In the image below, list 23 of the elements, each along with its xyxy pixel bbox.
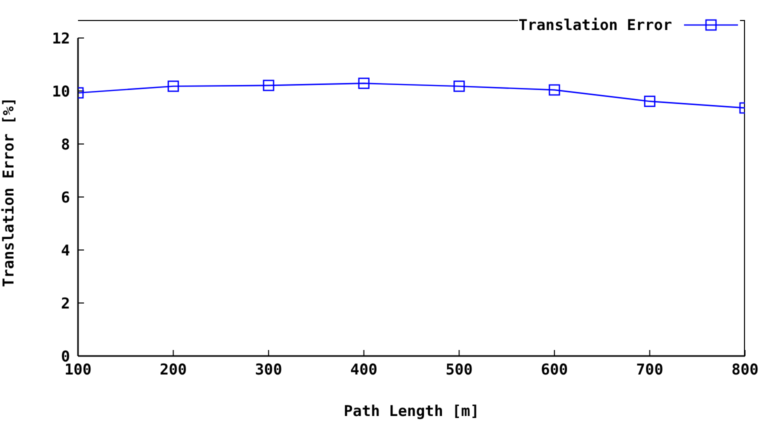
point <box>262 80 274 92</box>
y-tick-label: 8 <box>60 135 70 154</box>
x-axis-title: Path Length [m] <box>344 402 480 420</box>
x-tick-label: 100 <box>64 360 92 379</box>
y-tick-label: 4 <box>60 241 70 260</box>
point <box>548 84 560 96</box>
point <box>453 80 465 92</box>
y-axis-title: Translation Error [%] <box>0 97 18 287</box>
y-tick-label: 10 <box>52 82 70 100</box>
x-tick-label: 400 <box>350 360 378 379</box>
y-tick-label: 6 <box>60 188 70 206</box>
y-tick-label: 2 <box>60 294 70 312</box>
x-tick-label: 500 <box>446 360 473 379</box>
point <box>168 80 179 92</box>
x-tick-label: 200 <box>160 360 187 379</box>
y-tick-label: 12 <box>52 29 70 48</box>
point <box>358 78 370 89</box>
x-tick-label: 700 <box>636 360 664 379</box>
x-tick-label: 300 <box>255 360 282 379</box>
legend-label: Translation Error <box>518 16 672 34</box>
x-tick-label: 600 <box>540 360 568 379</box>
x-tick-label: 800 <box>731 360 759 379</box>
point <box>644 96 656 107</box>
